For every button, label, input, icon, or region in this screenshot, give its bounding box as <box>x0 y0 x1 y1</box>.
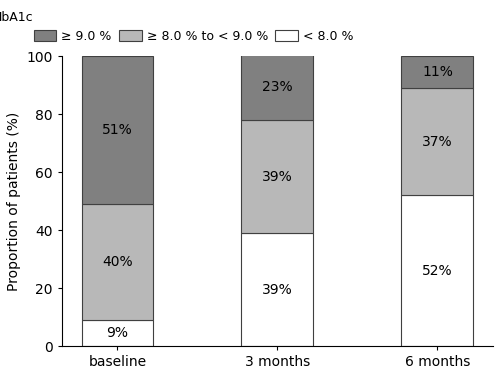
Bar <box>402 88 473 196</box>
Bar <box>82 320 154 346</box>
Text: 51%: 51% <box>102 123 133 137</box>
Text: 39%: 39% <box>262 282 293 297</box>
Bar <box>242 233 314 346</box>
Text: 11%: 11% <box>422 65 453 79</box>
Text: 37%: 37% <box>422 135 453 149</box>
Text: 39%: 39% <box>262 170 293 183</box>
Y-axis label: Proportion of patients (%): Proportion of patients (%) <box>7 112 21 291</box>
Bar <box>82 204 154 320</box>
Bar <box>82 56 154 204</box>
Bar <box>242 53 314 120</box>
Bar <box>402 196 473 346</box>
Bar <box>242 120 314 233</box>
Text: 40%: 40% <box>102 255 133 269</box>
Text: 52%: 52% <box>422 264 453 278</box>
Text: 9%: 9% <box>106 326 128 340</box>
Text: 23%: 23% <box>262 80 293 94</box>
Bar <box>402 56 473 88</box>
Legend: ≥ 9.0 %, ≥ 8.0 % to < 9.0 %, < 8.0 %: ≥ 9.0 %, ≥ 8.0 % to < 9.0 %, < 8.0 % <box>34 11 353 43</box>
